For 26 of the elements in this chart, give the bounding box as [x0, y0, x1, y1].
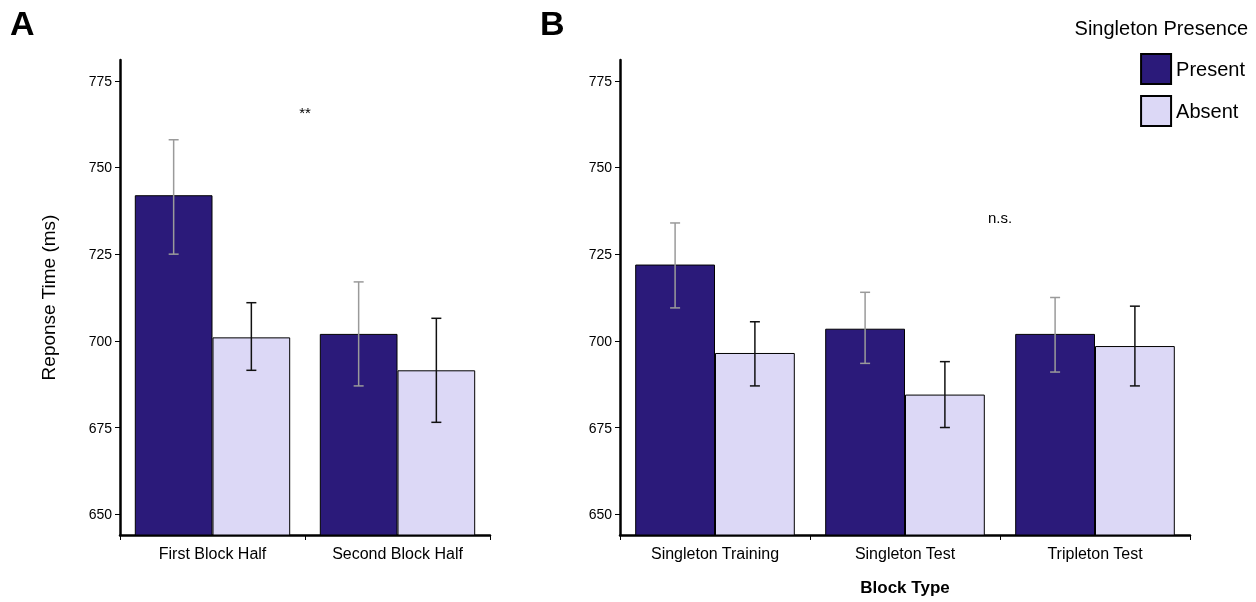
x-axis-title: Block Type [860, 578, 950, 597]
legend-label: Present [1176, 58, 1246, 80]
legend-title: Singleton Presence [1074, 17, 1249, 39]
x-tick-label: First Block Half [158, 544, 267, 562]
x-tick-label: Singleton Test [854, 544, 956, 562]
chart-title: B [540, 4, 565, 42]
y-tick-label: 650 [88, 506, 113, 523]
legend-label: Absent [1176, 100, 1239, 122]
y-axis-title: Reponse Time (ms) [38, 214, 59, 381]
annotation: ** [299, 104, 311, 121]
y-tick-label: 725 [88, 246, 113, 263]
y-tick-label: 750 [88, 159, 113, 176]
x-tick-label: Singleton Training [650, 544, 780, 562]
y-tick-label: 775 [588, 72, 613, 89]
y-tick-label: 675 [88, 419, 113, 436]
y-tick-label: 650 [588, 506, 613, 523]
y-tick-label: 775 [88, 72, 113, 89]
y-tick-label: 700 [588, 332, 613, 349]
y-tick-label: 675 [588, 419, 613, 436]
x-tick-label: Tripleton Test [1047, 544, 1144, 562]
y-tick-label: 750 [588, 159, 613, 176]
chart-title: A [10, 4, 35, 42]
x-tick-label: Second Block Half [332, 544, 464, 562]
y-tick-label: 700 [88, 332, 113, 349]
annotation: n.s. [987, 209, 1013, 226]
y-tick-label: 725 [588, 246, 613, 263]
